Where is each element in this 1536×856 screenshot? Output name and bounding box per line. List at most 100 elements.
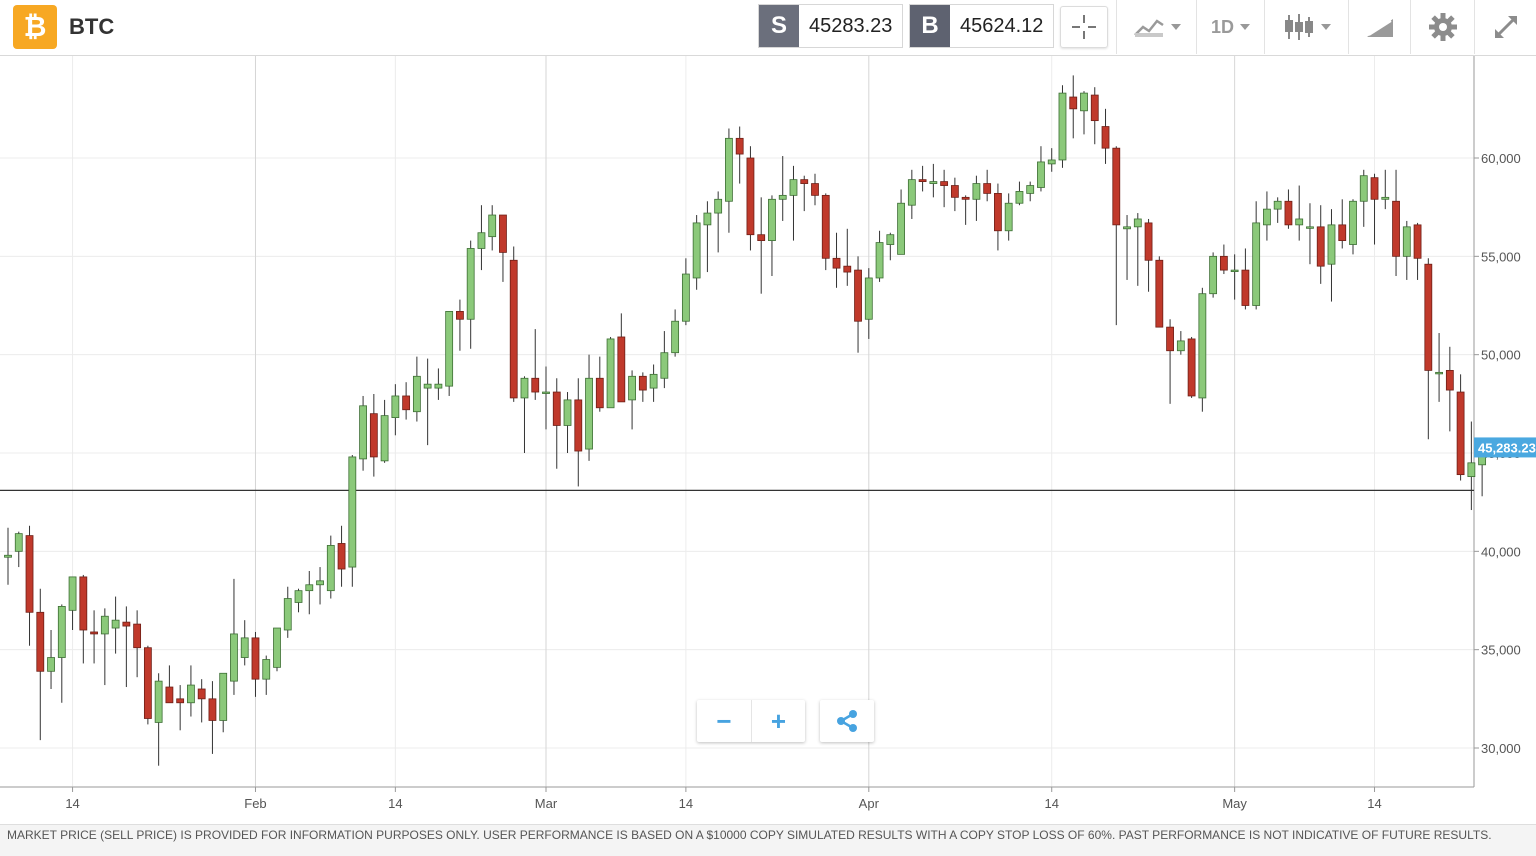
candle-body	[1219, 255, 1228, 271]
candle-body	[703, 212, 712, 226]
candle-body	[391, 395, 400, 419]
candle-body	[412, 375, 421, 413]
x-tick-label: 14	[388, 796, 402, 811]
candle-body	[778, 194, 787, 200]
candle-body	[638, 375, 647, 391]
candle-style-dropdown[interactable]	[1264, 0, 1348, 54]
candle-body	[746, 157, 755, 236]
candle-body	[950, 185, 959, 198]
candle-body	[897, 202, 905, 255]
candle-body	[369, 413, 378, 458]
candle-body	[660, 352, 669, 379]
candle-body	[1101, 126, 1110, 149]
candle-body	[1230, 269, 1239, 273]
candle-body	[230, 633, 238, 682]
x-tick-label: 14	[1367, 796, 1381, 811]
zoom-out-button[interactable]: −	[716, 705, 732, 736]
candle-body	[1037, 161, 1045, 188]
candle-body	[821, 194, 830, 259]
candle-body	[735, 137, 744, 155]
candle-body	[671, 320, 680, 354]
candle-body	[1316, 226, 1325, 267]
y-tick-label: 55,000	[1481, 249, 1521, 264]
line-chart-icon	[1133, 19, 1164, 37]
candle-body	[143, 647, 152, 719]
candle-body	[1402, 226, 1411, 257]
top-toolbar: ₿ BTC S 45283.23 B 45624.12 1D	[0, 0, 1536, 56]
x-tick-label: 14	[679, 796, 693, 811]
candle-body	[1187, 338, 1196, 397]
candle-body	[434, 383, 443, 389]
candle-body	[585, 377, 593, 450]
candle-body	[1456, 391, 1465, 476]
candle-body	[961, 196, 970, 200]
candle-body	[994, 192, 1002, 232]
fullscreen-button[interactable]	[1474, 0, 1536, 54]
share-controls	[820, 700, 874, 742]
buy-price-button[interactable]: B 45624.12	[909, 4, 1055, 48]
candle-body	[25, 535, 34, 613]
share-button[interactable]	[820, 700, 874, 742]
candle-body	[972, 183, 981, 200]
sell-tag: S	[759, 5, 799, 47]
candle-body	[380, 415, 389, 462]
zoom-in-button[interactable]: +	[751, 700, 805, 742]
candle-body	[283, 598, 292, 631]
candle-body	[1015, 191, 1024, 204]
candle-body	[1263, 208, 1271, 226]
timeframe-dropdown[interactable]: 1D	[1196, 0, 1264, 54]
candle-body	[499, 214, 507, 253]
drawing-tool[interactable]	[1348, 0, 1410, 54]
candle-body	[757, 234, 766, 241]
candle-body	[768, 198, 776, 242]
candle-body	[1252, 222, 1261, 306]
candle-body	[1155, 259, 1164, 328]
candle-body	[1306, 226, 1314, 229]
candle-body	[154, 680, 163, 723]
crosshair-tool[interactable]	[1059, 0, 1109, 54]
candle-body	[1273, 200, 1282, 210]
candle-body	[1069, 96, 1078, 110]
last-price-label: 45,283.23	[1478, 440, 1536, 455]
candle-body	[929, 181, 938, 184]
candle-body	[176, 698, 185, 704]
candle-body	[466, 248, 475, 320]
candle-body	[1080, 92, 1088, 112]
y-tick-label: 60,000	[1481, 151, 1521, 166]
candle-body	[1295, 218, 1304, 226]
candle-body	[886, 234, 895, 245]
candle-body	[197, 688, 206, 700]
candle-body	[79, 576, 88, 631]
candle-body	[907, 179, 916, 206]
candle-body	[305, 584, 314, 592]
candle-body	[1004, 202, 1013, 232]
candle-body	[714, 198, 723, 214]
price-chart[interactable]: 30,00035,00040,00045,00050,00055,00060,0…	[0, 56, 1536, 824]
chart-type-dropdown[interactable]	[1116, 0, 1196, 54]
x-tick-label: 14	[65, 796, 79, 811]
x-tick-label: Mar	[535, 796, 558, 811]
candle-body	[348, 456, 357, 568]
sell-price-value: 45283.23	[809, 14, 893, 37]
candle-body	[1370, 177, 1379, 200]
settings-button[interactable]	[1410, 0, 1474, 54]
sell-price-button[interactable]: S 45283.23	[758, 4, 904, 48]
candle-body	[1133, 218, 1142, 228]
candle-body	[1338, 224, 1347, 242]
candle-body	[1166, 326, 1174, 352]
candle-body	[1413, 224, 1422, 259]
candle-body	[1047, 159, 1056, 165]
plot-area	[0, 56, 1474, 787]
candle-body	[1112, 147, 1121, 226]
candle-body	[692, 222, 701, 279]
candle-body	[165, 686, 174, 704]
candle-body	[133, 623, 142, 649]
candle-body	[1209, 255, 1218, 295]
candle-body	[100, 615, 109, 635]
candle-body	[1467, 462, 1476, 478]
candle-body	[240, 637, 249, 658]
candle-body	[1123, 226, 1131, 230]
bitcoin-logo-icon: ₿	[13, 5, 57, 49]
candle-body	[1327, 224, 1336, 265]
candle-body	[918, 179, 927, 182]
